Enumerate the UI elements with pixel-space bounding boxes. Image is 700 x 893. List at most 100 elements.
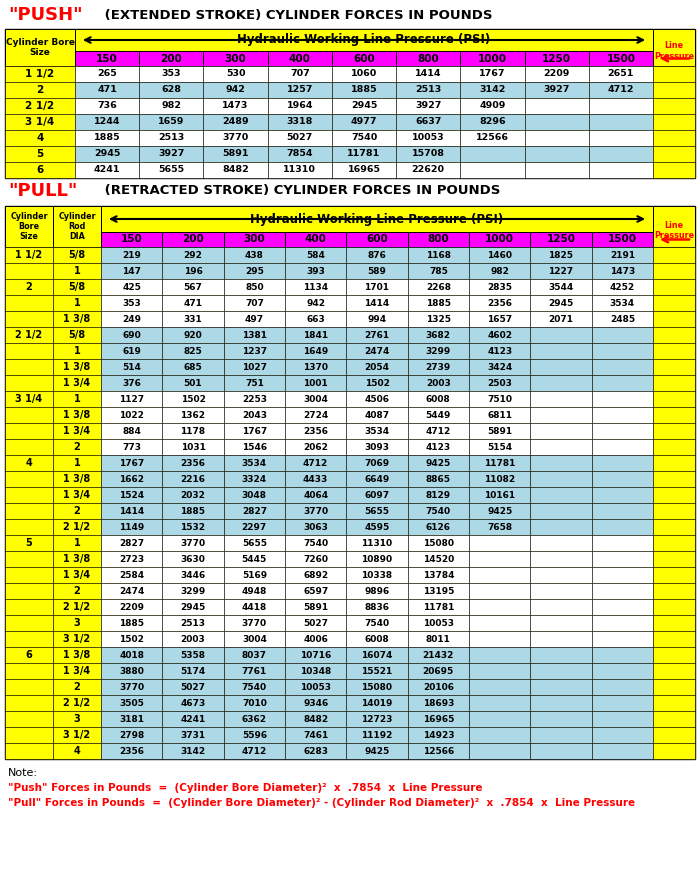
Text: 2761: 2761 xyxy=(365,330,390,339)
FancyBboxPatch shape xyxy=(162,311,224,327)
FancyBboxPatch shape xyxy=(5,695,53,711)
Text: 14923: 14923 xyxy=(423,730,454,739)
FancyBboxPatch shape xyxy=(224,631,285,647)
Text: 11082: 11082 xyxy=(484,474,515,483)
FancyBboxPatch shape xyxy=(653,279,695,295)
Text: 1250: 1250 xyxy=(547,235,575,245)
Text: 1460: 1460 xyxy=(487,251,512,260)
Text: 11781: 11781 xyxy=(484,458,515,468)
Text: 920: 920 xyxy=(183,330,202,339)
Text: 4948: 4948 xyxy=(241,587,267,596)
FancyBboxPatch shape xyxy=(224,343,285,359)
Text: 1244: 1244 xyxy=(94,118,120,127)
Text: 331: 331 xyxy=(183,314,202,323)
FancyBboxPatch shape xyxy=(592,567,653,583)
Text: 2723: 2723 xyxy=(119,555,144,563)
FancyBboxPatch shape xyxy=(53,727,101,743)
Text: 200: 200 xyxy=(160,54,182,63)
Text: 3063: 3063 xyxy=(303,522,328,531)
FancyBboxPatch shape xyxy=(531,599,592,615)
Text: 10890: 10890 xyxy=(361,555,393,563)
FancyBboxPatch shape xyxy=(653,206,695,247)
Text: 1: 1 xyxy=(74,394,80,404)
Text: 4602: 4602 xyxy=(487,330,512,339)
Text: 5154: 5154 xyxy=(487,443,512,452)
FancyBboxPatch shape xyxy=(592,551,653,567)
FancyBboxPatch shape xyxy=(653,631,695,647)
FancyBboxPatch shape xyxy=(267,114,332,130)
FancyBboxPatch shape xyxy=(589,114,653,130)
FancyBboxPatch shape xyxy=(407,503,469,519)
FancyBboxPatch shape xyxy=(592,343,653,359)
FancyBboxPatch shape xyxy=(53,567,101,583)
Text: 5/8: 5/8 xyxy=(69,330,85,340)
FancyBboxPatch shape xyxy=(285,247,346,263)
Text: 1885: 1885 xyxy=(119,619,144,628)
Text: 982: 982 xyxy=(490,266,509,276)
Text: 8011: 8011 xyxy=(426,635,451,644)
Text: Hydraulic Working Line Pressure (PSI): Hydraulic Working Line Pressure (PSI) xyxy=(251,213,503,226)
Text: 3 1/4: 3 1/4 xyxy=(25,117,55,127)
FancyBboxPatch shape xyxy=(101,711,162,727)
FancyBboxPatch shape xyxy=(204,98,267,114)
FancyBboxPatch shape xyxy=(285,455,346,471)
FancyBboxPatch shape xyxy=(5,551,53,567)
FancyBboxPatch shape xyxy=(653,343,695,359)
FancyBboxPatch shape xyxy=(53,263,101,279)
Text: 2: 2 xyxy=(36,85,43,95)
Text: 501: 501 xyxy=(183,379,202,388)
Text: 4506: 4506 xyxy=(365,395,389,404)
FancyBboxPatch shape xyxy=(407,663,469,679)
FancyBboxPatch shape xyxy=(407,599,469,615)
FancyBboxPatch shape xyxy=(224,599,285,615)
FancyBboxPatch shape xyxy=(531,232,592,247)
Text: 10338: 10338 xyxy=(361,571,393,580)
FancyBboxPatch shape xyxy=(101,263,162,279)
FancyBboxPatch shape xyxy=(469,679,531,695)
FancyBboxPatch shape xyxy=(75,146,139,162)
FancyBboxPatch shape xyxy=(592,727,653,743)
FancyBboxPatch shape xyxy=(101,615,162,631)
Text: 1250: 1250 xyxy=(542,54,571,63)
Text: 497: 497 xyxy=(245,314,264,323)
FancyBboxPatch shape xyxy=(346,647,407,663)
FancyBboxPatch shape xyxy=(224,663,285,679)
FancyBboxPatch shape xyxy=(592,439,653,455)
Text: 685: 685 xyxy=(183,363,202,371)
FancyBboxPatch shape xyxy=(461,98,524,114)
Text: 942: 942 xyxy=(306,298,326,307)
FancyBboxPatch shape xyxy=(396,66,461,82)
FancyBboxPatch shape xyxy=(531,359,592,375)
FancyBboxPatch shape xyxy=(139,98,204,114)
Text: 1500: 1500 xyxy=(608,235,637,245)
Text: 3: 3 xyxy=(74,618,80,628)
FancyBboxPatch shape xyxy=(653,263,695,279)
FancyBboxPatch shape xyxy=(592,599,653,615)
FancyBboxPatch shape xyxy=(407,679,469,695)
FancyBboxPatch shape xyxy=(346,551,407,567)
FancyBboxPatch shape xyxy=(396,130,461,146)
Text: 249: 249 xyxy=(122,314,141,323)
FancyBboxPatch shape xyxy=(346,711,407,727)
Text: 2191: 2191 xyxy=(610,251,635,260)
FancyBboxPatch shape xyxy=(162,487,224,503)
FancyBboxPatch shape xyxy=(346,631,407,647)
Text: 800: 800 xyxy=(417,54,439,63)
FancyBboxPatch shape xyxy=(589,98,653,114)
Text: 7510: 7510 xyxy=(487,395,512,404)
Text: 4: 4 xyxy=(36,133,43,143)
FancyBboxPatch shape xyxy=(531,439,592,455)
Text: 2356: 2356 xyxy=(181,458,206,468)
FancyBboxPatch shape xyxy=(407,343,469,359)
FancyBboxPatch shape xyxy=(524,98,589,114)
FancyBboxPatch shape xyxy=(224,727,285,743)
Text: 884: 884 xyxy=(122,427,141,436)
FancyBboxPatch shape xyxy=(469,311,531,327)
FancyBboxPatch shape xyxy=(224,535,285,551)
FancyBboxPatch shape xyxy=(162,455,224,471)
Text: 1 3/8: 1 3/8 xyxy=(64,362,90,372)
Text: 2: 2 xyxy=(74,682,80,692)
FancyBboxPatch shape xyxy=(285,343,346,359)
FancyBboxPatch shape xyxy=(346,503,407,519)
Text: 8296: 8296 xyxy=(479,118,506,127)
